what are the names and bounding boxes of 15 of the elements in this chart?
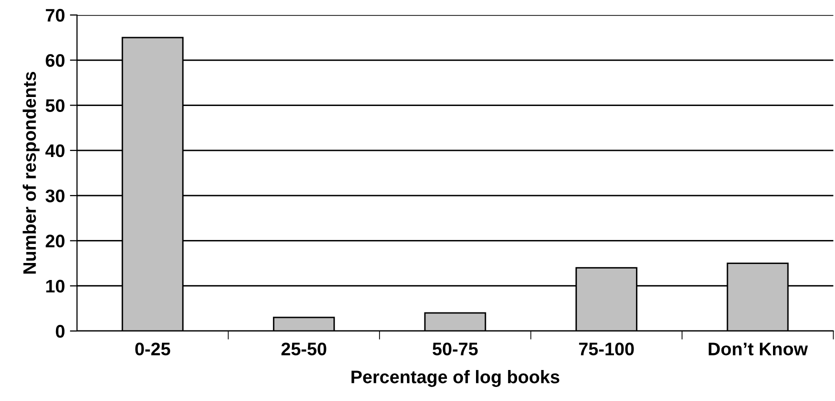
y-tick-label: 30 [46, 190, 64, 202]
x-tick-label: 75-100 [579, 342, 634, 356]
y-tick-label: 20 [46, 234, 64, 248]
y-axis-title: Number of respondents [22, 72, 40, 274]
x-tick-label: 0-25 [135, 342, 170, 356]
y-tick-label: 60 [46, 54, 64, 67]
x-tick-label: Don’t Know [708, 342, 808, 356]
x-tick-label: 50-75 [432, 342, 478, 356]
y-tick-label: 50 [46, 99, 64, 112]
x-tick-label: 25-50 [281, 342, 326, 356]
y-tick-label: 0 [56, 324, 64, 338]
y-tick-label: 40 [45, 144, 64, 158]
y-tick-label: 70 [46, 8, 64, 22]
y-tick-label: 10 [46, 280, 64, 293]
x-axis-title: Percentage of log books [352, 370, 560, 387]
